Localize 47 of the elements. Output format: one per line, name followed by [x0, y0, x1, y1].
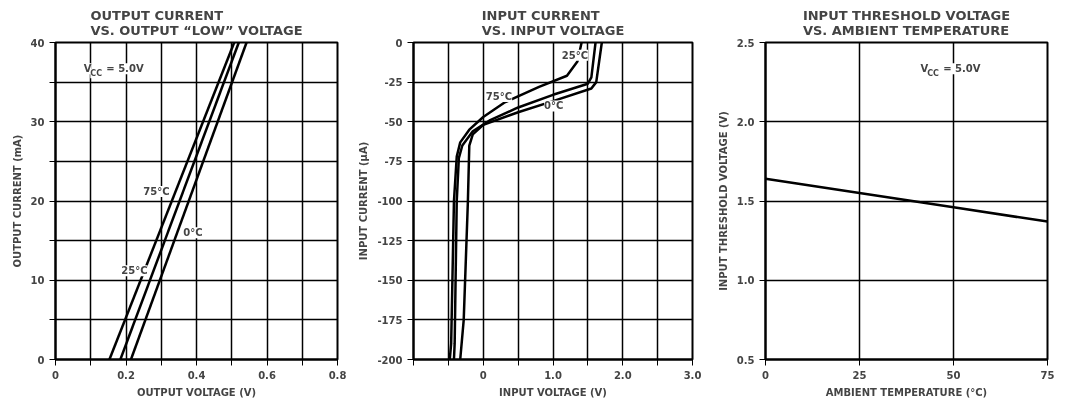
y-axis-title: INPUT THRESHOLD VOLTAGE (V) [717, 111, 729, 291]
y-tick-label: -150 [377, 275, 403, 287]
x-axis-title: AMBIENT TEMPERATURE (°C) [825, 386, 988, 398]
y-tick-label: -100 [377, 196, 403, 207]
y-tick-label: 40 [30, 37, 45, 49]
series-label: 0°C [544, 100, 564, 112]
y-tick-label: -125 [377, 235, 403, 247]
chart-title: INPUT CURRENT VS. INPUT VOLTAGE [481, 7, 625, 38]
y-tick-label: -75 [384, 156, 403, 168]
series-label: 0°C [183, 227, 203, 239]
y-tick-label: 0 [395, 37, 403, 49]
x-tick-label: 0.4 [187, 369, 206, 381]
y-tick-label: 20 [30, 196, 45, 207]
y-tick-label: -50 [384, 116, 403, 128]
x-tick-label: 0 [52, 369, 60, 381]
series-label: 75°C [143, 185, 170, 197]
y-tick-label: 0 [37, 354, 45, 366]
x-tick-label: 0 [762, 369, 770, 381]
x-tick-label: 3.0 [683, 369, 702, 381]
y-tick-label: -25 [384, 77, 403, 89]
x-tick-label: 0.2 [117, 369, 135, 381]
series-label: 25°C [121, 265, 148, 277]
x-axis-title: OUTPUT VOLTAGE (V) [136, 386, 257, 398]
x-tick-label: 0.6 [258, 369, 276, 381]
y-axis-title: INPUT CURRENT (μA) [358, 141, 370, 261]
y-tick-label: 2.5 [736, 37, 755, 49]
y-tick-label: -200 [377, 354, 403, 366]
x-tick-label: 75 [1040, 369, 1055, 381]
y-axis-title: OUTPUT CURRENT (mA) [11, 134, 23, 268]
x-tick-label: 25 [852, 369, 867, 381]
series-label: 25°C [561, 49, 589, 61]
x-tick-label: 50 [946, 369, 961, 381]
chart-title: INPUT THRESHOLD VOLTAGE VS. AMBIENT TEMPERATURE [802, 7, 1011, 38]
series-label: 75°C [485, 90, 513, 102]
y-tick-label: 10 [30, 275, 45, 287]
y-tick-label: 1.5 [736, 196, 755, 207]
x-tick-label: 2.0 [613, 369, 632, 381]
y-tick-label: 0.5 [736, 354, 755, 366]
y-tick-label: 1.0 [736, 275, 755, 287]
x-tick-label: 1.0 [544, 369, 562, 381]
x-tick-label: 0 [479, 369, 487, 381]
y-tick-label: -175 [377, 314, 403, 326]
y-tick-label: 2.0 [736, 116, 755, 128]
x-tick-label: 0.8 [328, 369, 347, 381]
y-tick-label: 30 [30, 116, 45, 128]
x-axis-title: INPUT VOLTAGE (V) [499, 386, 607, 398]
chart-title: OUTPUT CURRENT VS. OUTPUT “LOW” VOLTAGE [90, 7, 303, 38]
